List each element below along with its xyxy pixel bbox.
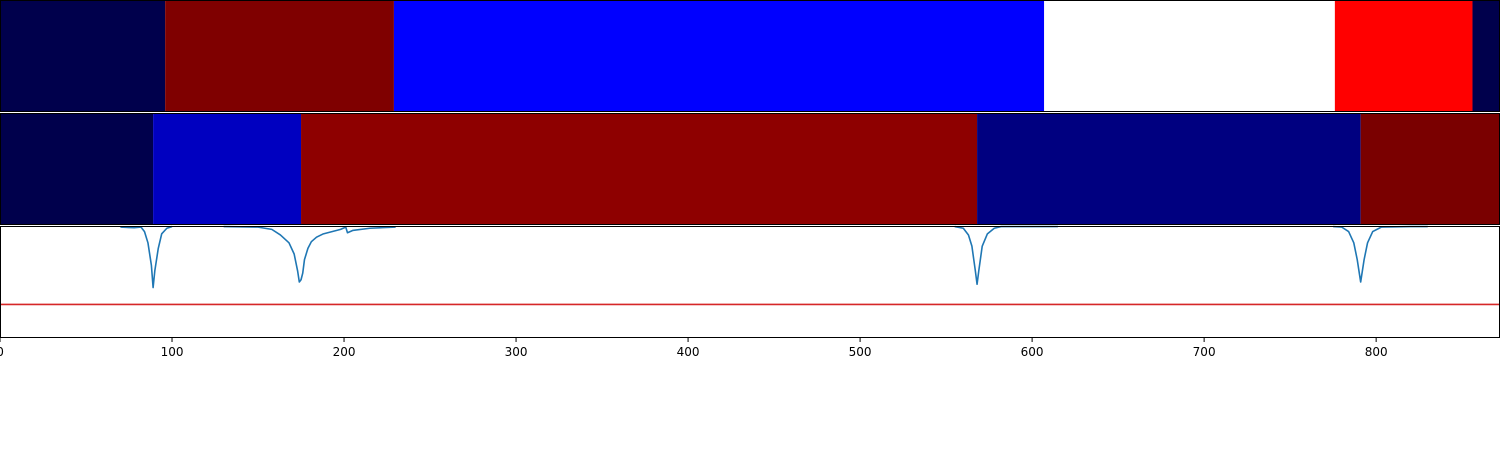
x-tick-label-200: 200 <box>333 345 356 359</box>
x-tick-label-0: 0 <box>0 345 4 359</box>
track-1-segment-2 <box>165 0 394 112</box>
track-2-segment-3 <box>301 113 978 225</box>
track-2-segment-5 <box>1360 113 1500 225</box>
x-tick-label-600: 600 <box>1021 345 1044 359</box>
track-1-segment-3 <box>393 0 1045 112</box>
x-axis: 0 100 200 300 400 500 600 700 800 <box>0 338 1388 359</box>
track-2-segment-1 <box>0 113 154 225</box>
segment-tracks <box>0 0 1500 225</box>
track-1-segment-1 <box>0 0 166 112</box>
x-tick-label-700: 700 <box>1193 345 1216 359</box>
track-1-segment-6 <box>1472 0 1500 112</box>
x-tick-label-500: 500 <box>849 345 872 359</box>
curve-panel-background <box>0 226 1500 338</box>
x-tick-label-400: 400 <box>677 345 700 359</box>
novelty-panel <box>0 225 1500 338</box>
track-1-segment-4 <box>1044 0 1335 112</box>
x-tick-label-100: 100 <box>161 345 184 359</box>
track-2-segment-4 <box>977 113 1361 225</box>
track-2-segment-2 <box>153 113 302 225</box>
track-1-segment-5 <box>1334 0 1473 112</box>
novelty-curve-line <box>120 225 1428 289</box>
x-tick-label-300: 300 <box>505 345 528 359</box>
x-tick-label-800: 800 <box>1365 345 1388 359</box>
